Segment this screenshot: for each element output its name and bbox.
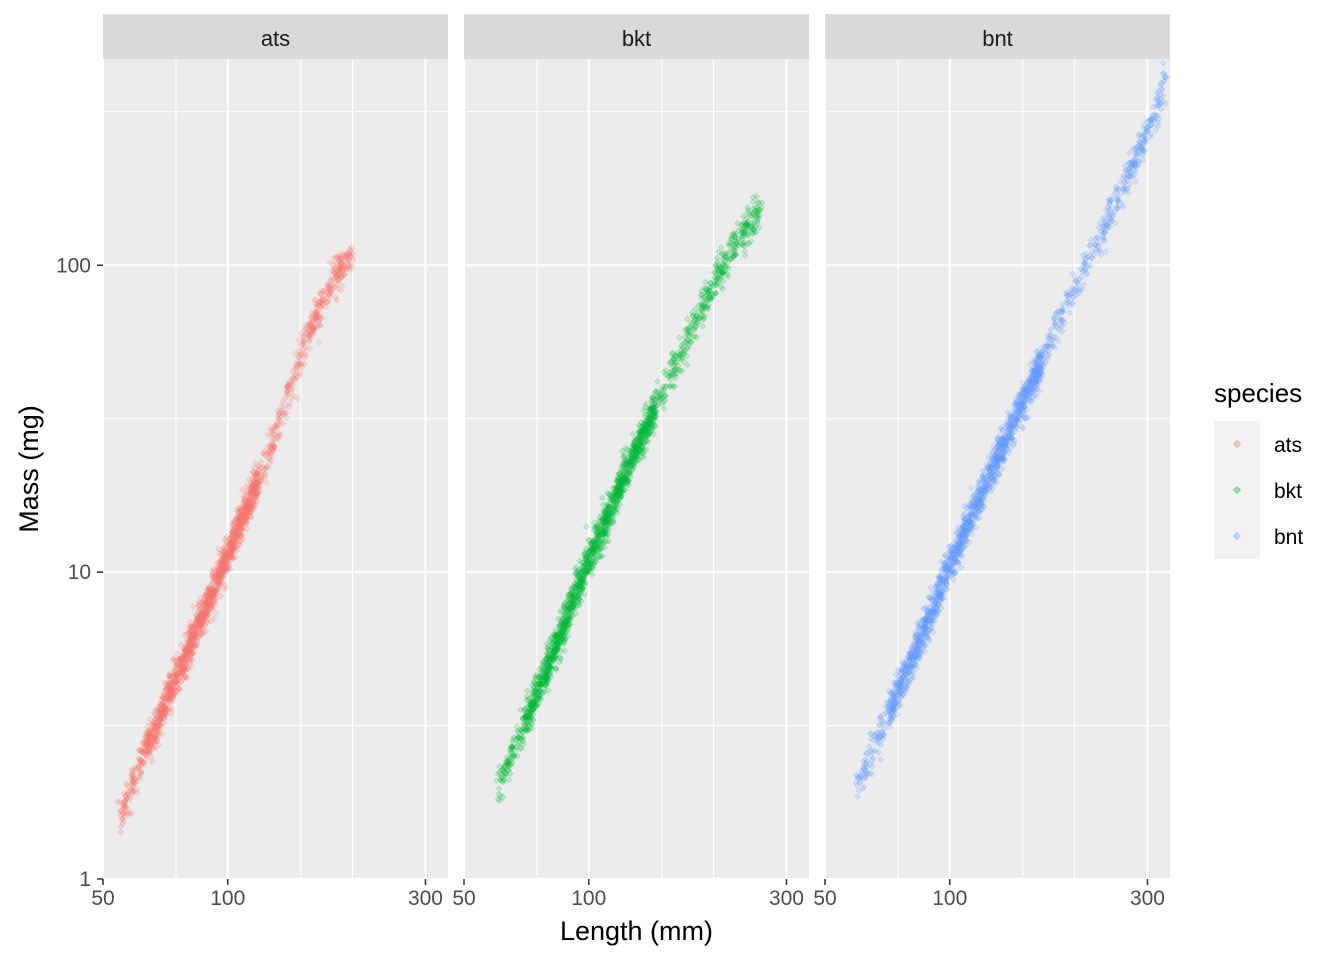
x-tick-label: 300	[408, 887, 443, 910]
x-tick-label: 300	[769, 887, 804, 910]
facet-strip-label: bnt	[982, 26, 1013, 51]
facet-strip-label: ats	[261, 26, 290, 51]
facet-panel-ats: ats 50 100 300	[91, 14, 448, 910]
facet-strip-label: bkt	[622, 26, 651, 51]
x-tick-label: 50	[91, 887, 114, 910]
x-tick-label: 100	[571, 887, 606, 910]
x-tick-label: 50	[452, 887, 475, 910]
panel-background	[103, 59, 448, 879]
x-tick-label: 100	[210, 887, 245, 910]
facet-panel-bkt: bkt 50 100 300	[452, 14, 809, 910]
